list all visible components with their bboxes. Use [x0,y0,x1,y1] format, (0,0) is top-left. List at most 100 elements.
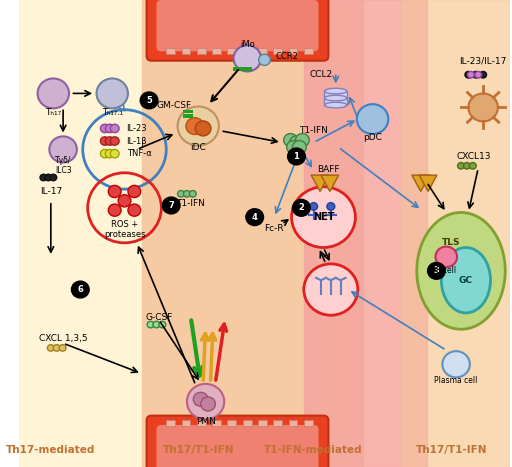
Circle shape [288,148,305,165]
Circle shape [304,264,358,315]
Circle shape [53,345,60,351]
Circle shape [72,281,89,298]
Bar [183,110,188,113]
Text: IL-1β: IL-1β [126,136,147,146]
Text: T1-IFN: T1-IFN [177,198,205,208]
Bar [402,0,510,467]
Text: GM-CSF: GM-CSF [156,100,191,110]
Bar [212,48,221,54]
Bar [182,420,190,426]
Circle shape [357,104,388,134]
Circle shape [327,203,335,210]
Circle shape [140,92,158,109]
Circle shape [59,345,66,351]
Circle shape [468,93,498,121]
Bar [258,420,267,426]
Text: 6: 6 [77,285,83,294]
Circle shape [428,262,445,279]
FancyBboxPatch shape [157,0,318,51]
Text: IL-23/IL-17: IL-23/IL-17 [459,56,507,65]
Circle shape [128,204,141,216]
Text: pDC: pDC [363,133,382,142]
Bar [188,110,193,113]
Bar [243,48,251,54]
Bar [188,114,193,118]
Circle shape [105,137,114,145]
Bar [197,48,206,54]
Text: IL-17: IL-17 [40,187,62,196]
Text: TLS: TLS [442,238,460,248]
Circle shape [201,397,216,411]
Circle shape [105,149,114,158]
Bar [197,420,206,426]
Circle shape [159,321,166,328]
Circle shape [100,149,109,158]
Circle shape [290,136,303,149]
Circle shape [110,124,119,133]
Bar [304,0,426,467]
Circle shape [45,174,52,181]
Bar [289,48,297,54]
Ellipse shape [325,102,347,108]
Text: 2: 2 [298,203,304,212]
Circle shape [287,141,301,154]
Circle shape [292,199,310,216]
Bar [227,48,236,54]
Circle shape [291,187,355,248]
Text: Th17-mediated: Th17-mediated [6,446,96,455]
Circle shape [310,203,317,210]
Bar [325,91,347,105]
Circle shape [295,134,309,147]
Circle shape [109,204,121,216]
Circle shape [195,121,211,136]
Circle shape [233,45,261,71]
FancyBboxPatch shape [146,416,328,467]
Text: CXCL13: CXCL13 [456,152,490,161]
Text: 1: 1 [293,152,300,161]
Circle shape [178,106,219,146]
Circle shape [458,163,464,169]
Text: BAFF: BAFF [317,164,339,174]
Circle shape [110,149,119,158]
Circle shape [246,209,264,226]
Text: Fc-R: Fc-R [265,224,284,234]
Ellipse shape [417,212,505,329]
Polygon shape [412,175,430,191]
Circle shape [178,191,184,197]
Bar [142,0,363,467]
Bar [182,48,190,54]
Circle shape [475,71,482,78]
Text: CCL2: CCL2 [309,70,333,79]
Circle shape [194,392,208,406]
Text: Th17/T1-IFN: Th17/T1-IFN [162,446,234,455]
Circle shape [49,136,77,163]
Polygon shape [311,175,329,191]
Text: TNF-α: TNF-α [127,149,152,158]
Bar [243,420,251,426]
Circle shape [436,247,457,267]
Circle shape [284,134,297,147]
Text: iMo: iMo [240,40,254,49]
Circle shape [128,185,141,198]
Text: 7: 7 [168,201,174,210]
Circle shape [100,137,109,145]
Text: CXCL 1,3,5: CXCL 1,3,5 [39,334,88,343]
Circle shape [110,137,119,145]
Circle shape [50,174,57,181]
Text: GC: GC [459,276,473,285]
Ellipse shape [441,248,490,313]
Bar [273,48,282,54]
Text: PMN: PMN [196,417,216,426]
Circle shape [465,71,472,78]
Text: Tγδ/
ILC3: Tγδ/ ILC3 [55,156,71,176]
Circle shape [472,71,479,78]
Text: 5: 5 [146,96,152,105]
Circle shape [96,78,128,108]
Bar [273,420,282,426]
Text: CCR2: CCR2 [275,52,298,62]
Bar [212,420,221,426]
Circle shape [48,345,54,351]
Text: 4: 4 [252,212,258,222]
Text: Tₕ₁₇.₁: Tₕ₁₇.₁ [102,107,123,117]
Bar [258,48,267,54]
